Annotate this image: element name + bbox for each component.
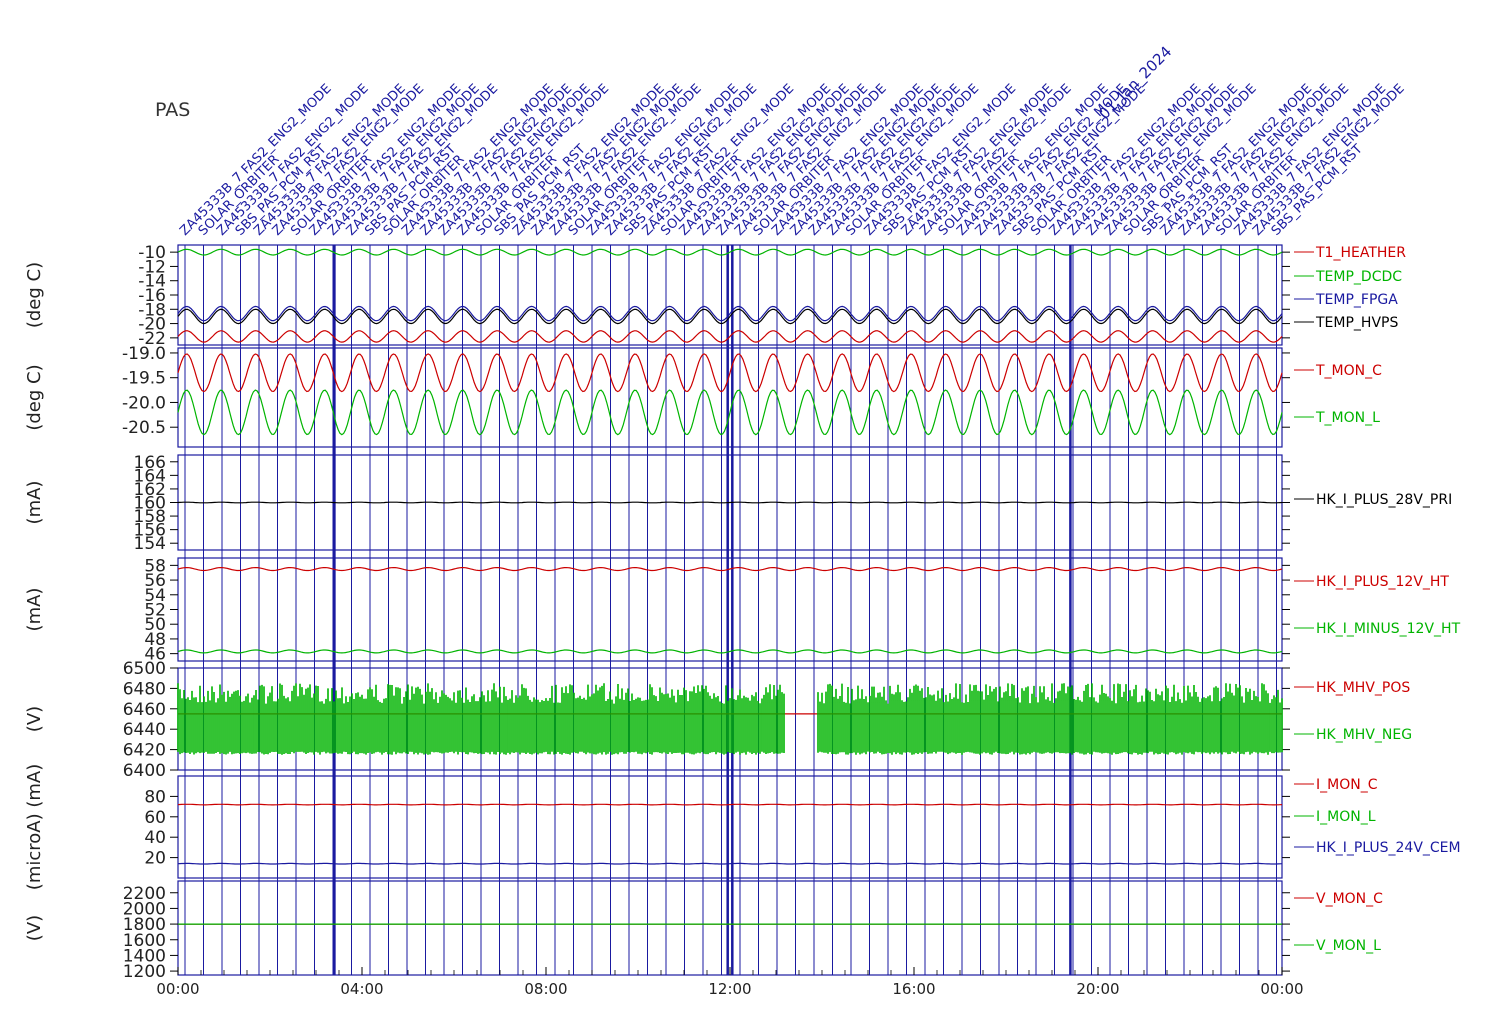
panel-frame bbox=[177, 775, 1283, 879]
y-tick-label: 158 bbox=[134, 507, 166, 527]
x-tick-label: 20:00 bbox=[1076, 980, 1119, 998]
x-tick-label: 12:00 bbox=[708, 980, 751, 998]
x-tick-label: 00:00 bbox=[156, 980, 199, 998]
y-tick-label: 46 bbox=[144, 645, 166, 665]
x-tick-label: 00:00 bbox=[1260, 980, 1303, 998]
series-line bbox=[177, 248, 1283, 256]
y-axis-label: (deg C) bbox=[24, 364, 45, 430]
legend-label: T_MON_C bbox=[1315, 363, 1382, 379]
y-tick-label: 154 bbox=[134, 534, 166, 554]
y-tick-label: -20.5 bbox=[122, 418, 166, 438]
y-axis-label: (deg C) bbox=[24, 262, 45, 328]
series-line bbox=[177, 501, 1283, 504]
y-tick-label: -18 bbox=[138, 300, 166, 320]
y-tick-label: 20 bbox=[144, 849, 166, 869]
legend-label: V_MON_C bbox=[1316, 891, 1383, 907]
series-line bbox=[177, 308, 1283, 325]
legend-label: HK_MHV_POS bbox=[1316, 680, 1410, 696]
y-tick-label: 2000 bbox=[123, 899, 166, 919]
x-tick-label: 04:00 bbox=[340, 980, 383, 998]
y-tick-label: -10 bbox=[138, 243, 166, 263]
y-axis-label: (microA) (mA) bbox=[24, 764, 45, 890]
legend-label: I_MON_C bbox=[1316, 777, 1378, 793]
y-tick-label: -20.0 bbox=[122, 393, 166, 413]
legend-label: HK_I_PLUS_28V_PRI bbox=[1316, 492, 1452, 508]
series-line bbox=[177, 567, 1283, 572]
y-axis-label: (V) bbox=[24, 706, 45, 732]
series-line bbox=[177, 330, 1283, 343]
y-tick-label: 58 bbox=[144, 556, 166, 576]
legend-label: HK_I_PLUS_12V_HT bbox=[1316, 574, 1449, 590]
panel-frame bbox=[177, 244, 1283, 346]
legend-label: V_MON_L bbox=[1316, 938, 1381, 954]
panel-frame bbox=[177, 880, 1283, 976]
y-tick-label: 6480 bbox=[123, 679, 166, 699]
y-tick-label: 80 bbox=[144, 787, 166, 807]
series-line bbox=[177, 803, 1283, 806]
y-tick-label: -22 bbox=[138, 329, 166, 349]
series-line bbox=[177, 683, 1283, 755]
y-tick-label: 40 bbox=[144, 828, 166, 848]
legend-label: TEMP_HVPS bbox=[1315, 315, 1398, 331]
y-tick-label: 1800 bbox=[123, 915, 166, 935]
y-tick-label: 6440 bbox=[123, 720, 166, 740]
y-tick-label: 6460 bbox=[123, 700, 166, 720]
panel-frame bbox=[177, 347, 1283, 448]
y-tick-label: 164 bbox=[134, 466, 166, 486]
legend-label: TEMP_FPGA bbox=[1315, 292, 1398, 308]
y-tick-label: 6400 bbox=[123, 761, 166, 781]
legend-label: HK_I_PLUS_24V_CEM bbox=[1316, 840, 1461, 856]
series-line bbox=[177, 649, 1283, 654]
y-tick-label: -20 bbox=[138, 315, 166, 335]
y-tick-label: 1600 bbox=[123, 931, 166, 951]
series-line bbox=[177, 389, 1283, 436]
y-tick-label: 1200 bbox=[123, 962, 166, 982]
y-tick-label: -19.5 bbox=[122, 369, 166, 389]
panel-frame bbox=[177, 557, 1283, 662]
y-tick-label: 48 bbox=[144, 630, 166, 650]
y-tick-label: 166 bbox=[134, 453, 166, 473]
y-tick-label: 60 bbox=[144, 808, 166, 828]
y-tick-label: 54 bbox=[144, 586, 166, 606]
legend-label: HK_MHV_NEG bbox=[1316, 727, 1412, 743]
x-tick-label: 08:00 bbox=[524, 980, 567, 998]
y-tick-label: -16 bbox=[138, 286, 166, 306]
y-tick-label: 6420 bbox=[123, 741, 166, 761]
y-tick-label: 2200 bbox=[123, 884, 166, 904]
x-tick-label: 16:00 bbox=[892, 980, 935, 998]
y-tick-label: 52 bbox=[144, 601, 166, 621]
y-tick-label: 6500 bbox=[123, 659, 166, 679]
y-tick-label: 162 bbox=[134, 480, 166, 500]
y-axis-label: (V) bbox=[24, 915, 45, 941]
series-line bbox=[177, 305, 1283, 322]
y-axis-label: (mA) bbox=[24, 588, 45, 632]
series-line bbox=[177, 862, 1283, 865]
y-tick-label: -19.0 bbox=[122, 344, 166, 364]
legend-label: T_MON_L bbox=[1315, 410, 1380, 426]
legend-label: TEMP_DCDC bbox=[1315, 269, 1402, 285]
y-tick-label: 156 bbox=[134, 521, 166, 541]
y-tick-label: 1400 bbox=[123, 946, 166, 966]
y-tick-label: 56 bbox=[144, 571, 166, 591]
legend-label: HK_I_MINUS_12V_HT bbox=[1316, 621, 1461, 637]
y-tick-label: -12 bbox=[138, 257, 166, 277]
y-axis-label: (mA) bbox=[24, 481, 45, 525]
y-tick-label: 50 bbox=[144, 615, 166, 635]
legend-label: I_MON_L bbox=[1316, 809, 1376, 825]
chart-title: PAS bbox=[155, 99, 190, 121]
y-tick-label: -14 bbox=[138, 272, 166, 292]
y-tick-label: 160 bbox=[134, 494, 166, 514]
series-line bbox=[177, 353, 1283, 393]
legend-label: T1_HEATHER bbox=[1315, 245, 1406, 261]
